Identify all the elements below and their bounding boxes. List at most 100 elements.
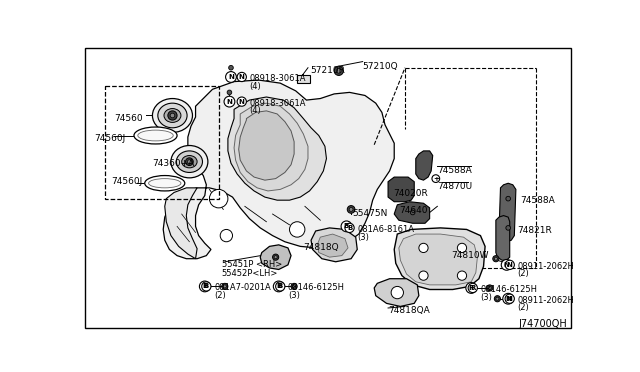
Text: 08911-2062H: 08911-2062H [517,296,574,305]
Circle shape [466,283,477,294]
Circle shape [345,223,354,232]
Circle shape [348,206,355,213]
Circle shape [341,221,352,232]
Circle shape [273,254,279,260]
Text: N: N [507,296,513,302]
Text: (3): (3) [357,232,369,241]
Text: 57210Q: 57210Q [363,62,398,71]
Text: B: B [347,225,352,231]
Circle shape [223,285,227,288]
Circle shape [505,294,515,303]
Text: 55451P <RH>: 55451P <RH> [221,260,282,269]
Polygon shape [239,111,294,180]
Circle shape [237,73,246,81]
Text: (3): (3) [288,291,300,300]
Text: 74818Q: 74818Q [303,243,339,252]
Text: 081A6-8161A: 081A6-8161A [357,225,414,234]
Polygon shape [234,103,308,191]
Circle shape [289,222,305,237]
Circle shape [419,271,428,280]
Text: N: N [507,262,513,268]
Text: (2): (2) [517,303,529,312]
Text: 74821R: 74821R [517,226,552,235]
Text: 55452P<LH>: 55452P<LH> [221,269,278,278]
Text: B: B [204,283,209,289]
Text: 55475N: 55475N [353,209,388,218]
Bar [297,76,310,83]
Polygon shape [499,183,516,242]
Circle shape [225,71,236,82]
Ellipse shape [158,103,187,128]
Text: +: + [433,176,439,182]
Text: 74588A: 74588A [520,196,556,205]
Circle shape [200,281,210,292]
Polygon shape [496,216,509,260]
Circle shape [391,286,403,299]
Text: 74560J: 74560J [94,134,125,143]
Circle shape [468,283,477,293]
Text: R: R [468,285,474,291]
Circle shape [202,282,211,291]
Ellipse shape [164,109,181,122]
Text: N: N [239,99,244,105]
Text: B: B [202,283,207,289]
Text: (2): (2) [517,269,529,279]
Circle shape [486,285,493,291]
Text: 74560: 74560 [114,114,143,123]
Text: B: B [344,223,349,230]
Text: 74588A: 74588A [437,166,472,175]
Text: 08146-6125H: 08146-6125H [481,285,538,294]
Circle shape [274,256,277,259]
Ellipse shape [138,130,173,141]
Text: (3): (3) [481,293,492,302]
Circle shape [292,285,296,288]
Text: N: N [227,99,232,105]
Text: 08918-3061A: 08918-3061A [250,74,306,83]
Text: 74020R: 74020R [394,189,428,198]
Text: 74360+A: 74360+A [152,158,195,168]
Text: R: R [470,285,476,291]
Circle shape [291,283,297,289]
Circle shape [458,243,467,253]
Circle shape [188,160,191,164]
Circle shape [224,96,235,107]
Circle shape [276,282,285,291]
Circle shape [227,90,232,95]
Polygon shape [388,177,414,202]
Ellipse shape [182,155,197,168]
Text: 74870U: 74870U [437,182,472,191]
Polygon shape [399,234,477,285]
Polygon shape [374,279,419,307]
Ellipse shape [176,151,202,173]
Text: (4): (4) [250,81,261,91]
Ellipse shape [145,176,185,191]
Text: 08146-6125H: 08146-6125H [288,283,345,292]
Text: 08911-2062H: 08911-2062H [517,262,574,271]
Polygon shape [416,151,433,180]
Circle shape [506,196,511,201]
Bar [105,86,219,199]
Text: 74810W: 74810W [451,251,489,260]
Polygon shape [394,202,429,223]
Ellipse shape [152,99,193,132]
Polygon shape [394,228,485,289]
Circle shape [228,65,234,70]
Text: (2): (2) [214,291,226,300]
Polygon shape [311,228,357,262]
Text: 57210R: 57210R [310,66,345,75]
Circle shape [221,283,228,289]
Polygon shape [228,97,326,200]
Circle shape [458,271,467,280]
Circle shape [493,256,499,262]
Text: 74560J: 74560J [111,177,142,186]
Circle shape [209,189,228,208]
Ellipse shape [171,145,208,178]
Circle shape [186,158,193,166]
Text: N: N [239,74,244,80]
Text: B: B [278,283,283,289]
Circle shape [494,257,497,260]
Circle shape [220,230,232,242]
Text: (4): (4) [250,106,261,115]
Circle shape [488,286,492,289]
Circle shape [505,260,515,269]
